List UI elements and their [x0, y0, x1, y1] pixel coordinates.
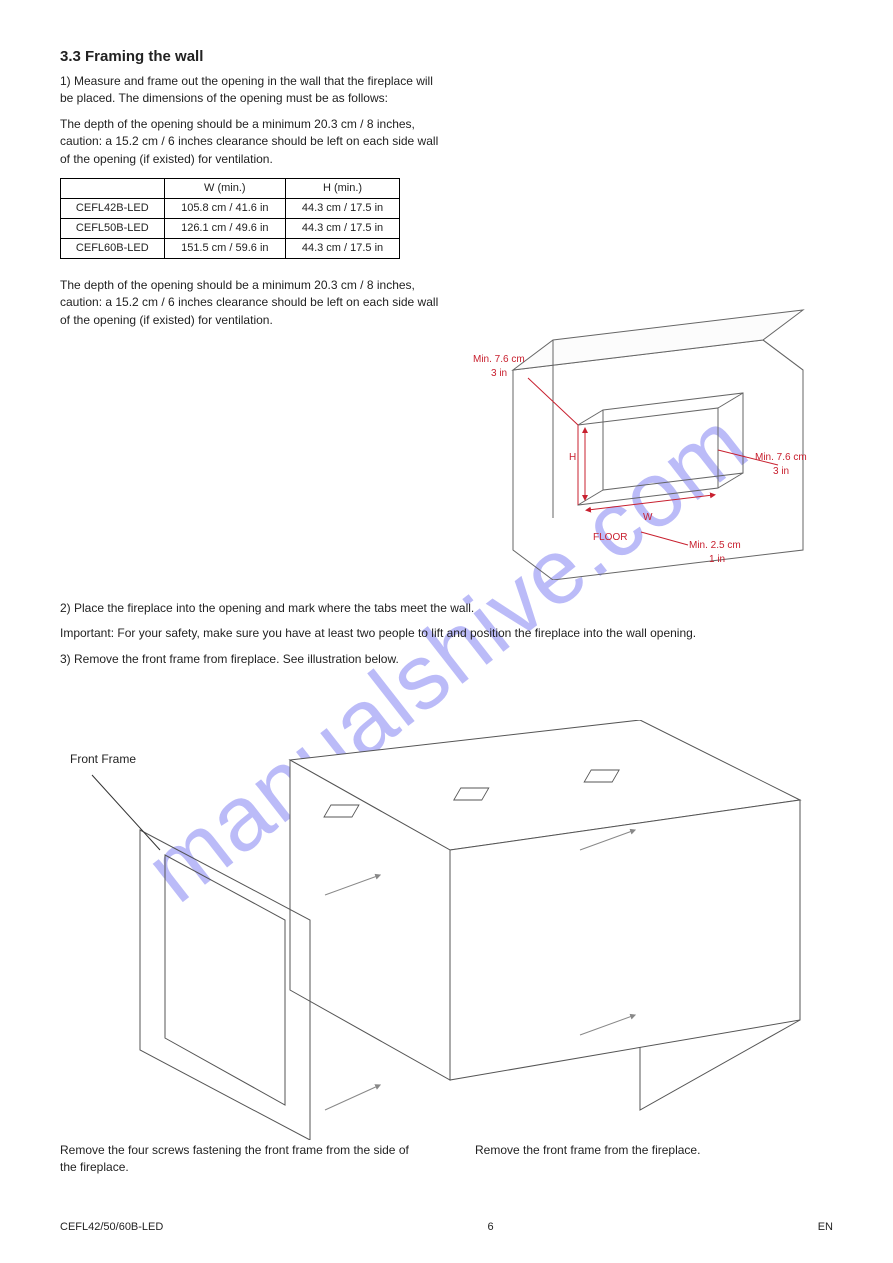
dim-right-2: 3 in — [773, 466, 789, 477]
table-row: CEFL60B-LED 151.5 cm / 59.6 in 44.3 cm /… — [61, 238, 400, 258]
dimension-table: W (min.) H (min.) CEFL42B-LED 105.8 cm /… — [60, 178, 400, 259]
table-row: CEFL42B-LED 105.8 cm / 41.6 in 44.3 cm /… — [61, 198, 400, 218]
paragraph-3: The depth of the opening should be a min… — [60, 277, 443, 329]
dim-right-1: Min. 7.6 cm — [755, 452, 807, 463]
table-row: CEFL50B-LED 126.1 cm / 49.6 in 44.3 cm /… — [61, 218, 400, 238]
paragraph-2: The depth of the opening should be a min… — [60, 116, 443, 168]
footer-lang: EN — [818, 1221, 833, 1233]
front-frame-annotation: Front Frame — [70, 752, 136, 766]
dim-H: H — [569, 452, 576, 463]
dim-top-left-1: Min. 7.6 cm — [473, 354, 525, 365]
front-frame-diagram: Front Frame — [80, 720, 820, 1140]
figure-caption-b: Remove the front frame from the fireplac… — [475, 1142, 830, 1177]
dim-bottom-2: 1 in — [709, 554, 725, 565]
paragraph-1: 1) Measure and frame out the opening in … — [60, 73, 443, 108]
table-header-h: H (min.) — [286, 178, 400, 198]
figure-caption-a: Remove the four screws fastening the fro… — [60, 1142, 415, 1177]
footer-model: CEFL42/50/60B-LED — [60, 1221, 163, 1233]
dim-floor: FLOOR — [593, 532, 627, 543]
section-heading: 3.3 Framing the wall — [60, 48, 443, 65]
footer-page-number: 6 — [487, 1221, 493, 1233]
table-header-w: W (min.) — [164, 178, 285, 198]
paragraph-step2: 2) Place the fireplace into the opening … — [60, 600, 830, 617]
dim-top-left-2: 3 in — [491, 368, 507, 379]
dim-bottom-1: Min. 2.5 cm — [689, 540, 741, 551]
wall-opening-diagram: Min. 7.6 cm 3 in H W Min. 7.6 cm 3 in FL… — [473, 300, 833, 580]
table-header-blank — [61, 178, 165, 198]
paragraph-step3: 3) Remove the front frame from fireplace… — [60, 651, 830, 668]
important-note: Important: For your safety, make sure yo… — [60, 625, 830, 642]
dim-W: W — [643, 512, 653, 523]
